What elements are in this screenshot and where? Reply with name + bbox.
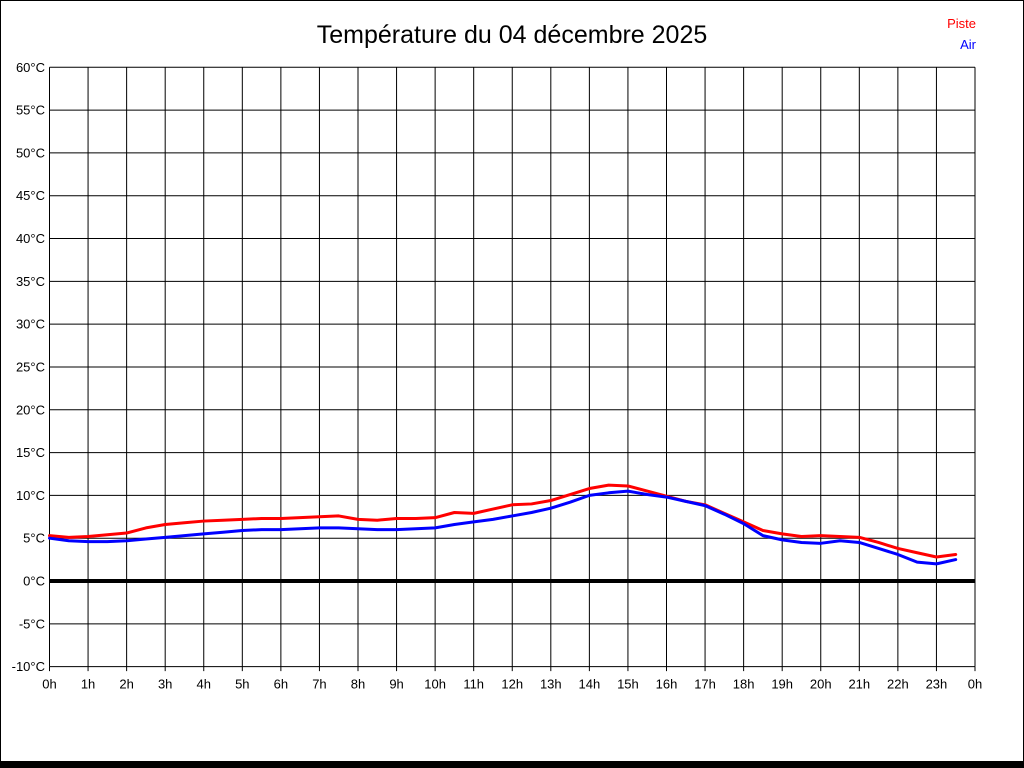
x-tick-label: 21h bbox=[848, 677, 870, 692]
x-tick-label: 10h bbox=[424, 677, 446, 692]
chart-legend: Piste Air bbox=[947, 13, 976, 55]
x-tick-label: 3h bbox=[158, 677, 172, 692]
y-tick-label: 35°C bbox=[16, 274, 45, 289]
chart-title: Température du 04 décembre 2025 bbox=[316, 21, 708, 49]
y-tick-label: 25°C bbox=[16, 359, 45, 374]
x-tick-label: 5h bbox=[235, 677, 249, 692]
y-tick-label: 10°C bbox=[16, 488, 45, 503]
y-tick-label: 0°C bbox=[23, 574, 45, 589]
x-tick-label: 9h bbox=[389, 677, 403, 692]
y-tick-label: 15°C bbox=[16, 445, 45, 460]
x-tick-label: 18h bbox=[733, 677, 755, 692]
x-tick-label: 11h bbox=[463, 677, 484, 692]
x-tick-label: 6h bbox=[274, 677, 288, 692]
x-tick-label: 22h bbox=[887, 677, 909, 692]
x-tick-label: 4h bbox=[197, 677, 211, 692]
x-tick-label: 0h bbox=[42, 677, 56, 692]
x-tick-label: 14h bbox=[579, 677, 601, 692]
x-tick-label: 12h bbox=[501, 677, 523, 692]
x-tick-label: 2h bbox=[119, 677, 133, 692]
x-tick-label: 16h bbox=[656, 677, 678, 692]
y-tick-label: 50°C bbox=[16, 145, 45, 160]
y-tick-label: 30°C bbox=[16, 317, 45, 332]
x-tick-label: 20h bbox=[810, 677, 832, 692]
bottom-bar bbox=[1, 761, 1023, 767]
y-tick-label: 60°C bbox=[16, 60, 45, 75]
x-tick-label: 0h bbox=[968, 677, 982, 692]
x-tick-label: 7h bbox=[312, 677, 326, 692]
y-tick-label: 45°C bbox=[16, 188, 45, 203]
x-tick-label: 23h bbox=[926, 677, 948, 692]
x-tick-label: 1h bbox=[81, 677, 95, 692]
y-tick-label: 55°C bbox=[16, 103, 45, 118]
x-tick-label: 13h bbox=[540, 677, 562, 692]
piste-line bbox=[48, 483, 958, 559]
y-tick-label: -5°C bbox=[19, 616, 45, 631]
x-tick-label: 8h bbox=[351, 677, 365, 692]
legend-item-piste: Piste bbox=[947, 16, 976, 31]
y-tick-label: 20°C bbox=[16, 402, 45, 417]
air-line bbox=[48, 489, 958, 566]
legend-item-air: Air bbox=[960, 37, 976, 52]
y-tick-label: -10°C bbox=[12, 659, 45, 674]
x-tick-label: 15h bbox=[617, 677, 639, 692]
x-tick-label: 19h bbox=[771, 677, 793, 692]
y-tick-label: 40°C bbox=[16, 231, 45, 246]
y-tick-label: 5°C bbox=[23, 531, 45, 546]
x-tick-label: 17h bbox=[694, 677, 716, 692]
